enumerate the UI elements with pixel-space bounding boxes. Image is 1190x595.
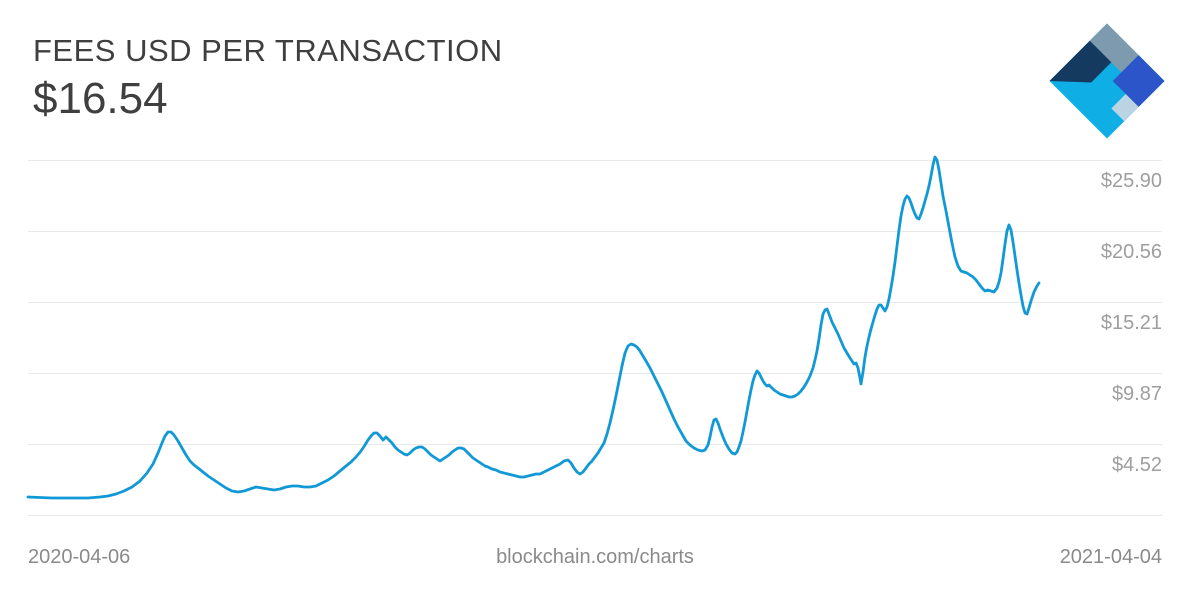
y-axis-tick-label: $20.56 xyxy=(1100,241,1162,263)
logo-pale-piece xyxy=(1111,93,1139,122)
x-axis-start-date: 2020-04-06 xyxy=(28,546,131,568)
chart-title: FEES USD PER TRANSACTION xyxy=(33,33,503,68)
y-axis-tick-label: $15.21 xyxy=(1100,312,1162,334)
gridline xyxy=(28,160,1162,161)
current-value: $16.54 xyxy=(33,74,168,123)
gridline xyxy=(28,444,1162,445)
y-axis-tick-label: $4.52 xyxy=(1111,454,1162,476)
gridline xyxy=(28,515,1162,516)
fees-series-line xyxy=(26,155,1041,500)
logo-slate-piece xyxy=(1089,23,1139,73)
gridline xyxy=(28,373,1162,374)
watermark-url: blockchain.com/charts xyxy=(496,546,694,568)
blockchain-logo-icon xyxy=(1049,23,1165,139)
gridline xyxy=(28,302,1162,303)
gridline xyxy=(28,231,1162,232)
logo-navy-piece xyxy=(1049,40,1112,83)
y-axis-tick-label: $9.87 xyxy=(1111,383,1162,405)
x-axis-end-date: 2021-04-04 xyxy=(1059,546,1162,568)
y-axis-tick-label: $25.90 xyxy=(1100,170,1162,192)
